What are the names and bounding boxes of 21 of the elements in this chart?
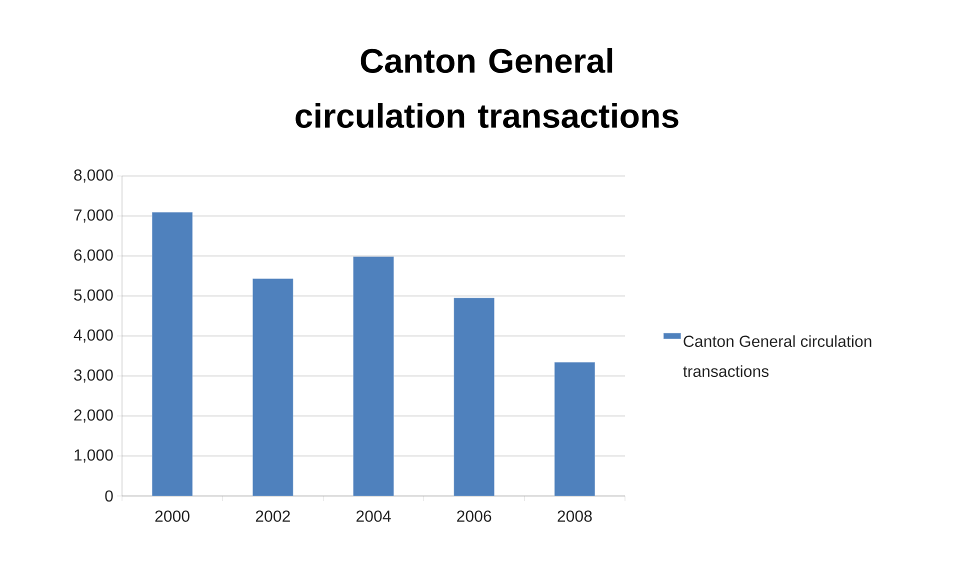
y-tick-label: 1,000 [74, 449, 113, 463]
bar [152, 212, 193, 496]
chart-title: Canton General circulation transactions [296, 48, 678, 128]
x-tick-label: 2002 [256, 510, 290, 522]
x-tick-label: 2006 [457, 510, 492, 522]
y-tick-label: 6,000 [74, 249, 113, 263]
x-tick-label: 2000 [155, 510, 190, 522]
bar [353, 256, 394, 496]
x-tick-label: 2008 [558, 510, 592, 522]
x-tick-label: 2004 [356, 510, 391, 522]
y-tick-label: 0 [105, 490, 113, 502]
legend-label: Canton General circulation transactions [683, 335, 872, 377]
bar [554, 362, 596, 496]
y-tick-label: 4,000 [74, 329, 113, 343]
y-tick-label: 2,000 [74, 409, 113, 423]
bar [454, 298, 494, 496]
y-tick-label: 5,000 [74, 289, 113, 303]
y-tick-label: 8,000 [74, 169, 113, 183]
y-tick-label: 7,000 [74, 209, 113, 223]
y-tick-label: 3,000 [74, 369, 113, 383]
bar [252, 278, 294, 496]
